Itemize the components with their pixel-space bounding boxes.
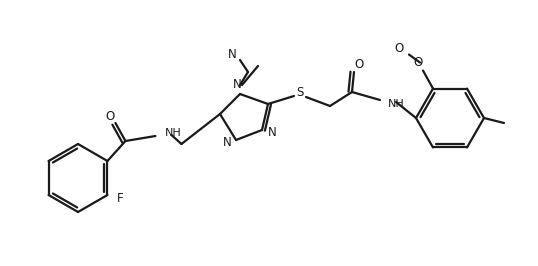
Text: N: N [267,126,277,139]
Text: N: N [228,48,236,60]
Text: F: F [116,192,123,205]
Text: NH: NH [165,128,181,138]
Text: NH: NH [388,99,405,109]
Text: O: O [413,56,423,69]
Text: N: N [223,135,231,148]
Text: N: N [232,78,242,92]
Text: S: S [296,86,303,99]
Text: O: O [106,110,115,123]
Text: O: O [394,42,404,55]
Text: O: O [355,59,364,72]
